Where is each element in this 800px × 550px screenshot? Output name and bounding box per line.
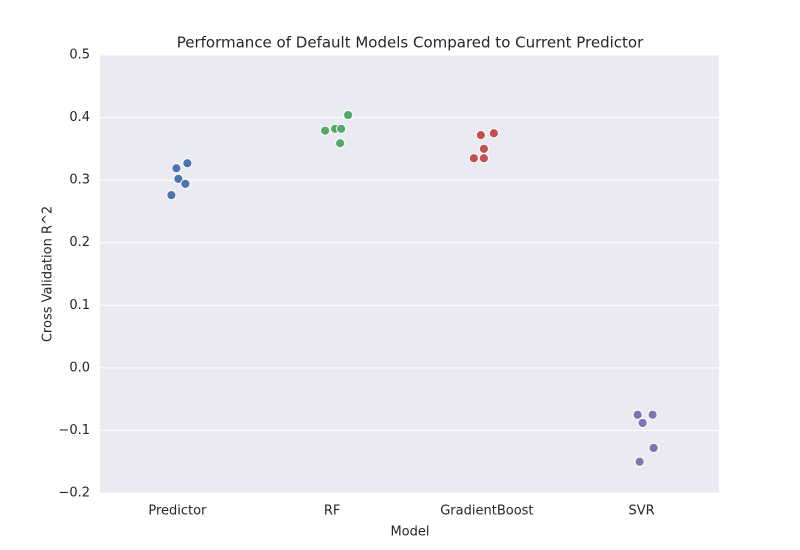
point — [478, 153, 489, 164]
y-tick-label: 0.1 — [69, 298, 90, 313]
x-tick-label: RF — [324, 504, 341, 519]
point — [173, 173, 184, 184]
point — [180, 178, 191, 189]
x-axis-label: Model — [390, 525, 429, 540]
point — [478, 143, 489, 154]
point — [166, 190, 177, 201]
point — [488, 128, 499, 139]
y-tick-label: 0.4 — [69, 110, 90, 125]
point — [320, 125, 331, 136]
y-tick-label: −0.1 — [58, 423, 90, 438]
point — [648, 442, 659, 454]
y-tick-label: 0.2 — [69, 235, 90, 250]
point — [647, 409, 658, 420]
y-tick-label: 0.0 — [69, 360, 90, 375]
chart-title: Performance of Default Models Compared t… — [177, 34, 644, 52]
x-tick-label: Predictor — [148, 504, 207, 519]
y-axis-label: Cross Validation R^2 — [41, 206, 56, 342]
point — [343, 109, 354, 121]
point — [475, 129, 486, 141]
point — [468, 153, 479, 164]
y-tick-label: 0.3 — [69, 173, 90, 188]
y-tick-label: 0.5 — [69, 48, 90, 63]
point — [335, 138, 346, 149]
point — [182, 158, 193, 169]
x-tick-label: SVR — [629, 504, 655, 519]
point — [637, 417, 648, 429]
point — [634, 456, 645, 467]
x-tick-label: GradientBoost — [440, 504, 533, 519]
point — [336, 123, 347, 134]
plot-area — [100, 55, 719, 493]
point — [171, 163, 182, 174]
point — [632, 409, 643, 420]
y-tick-label: −0.2 — [58, 486, 90, 501]
